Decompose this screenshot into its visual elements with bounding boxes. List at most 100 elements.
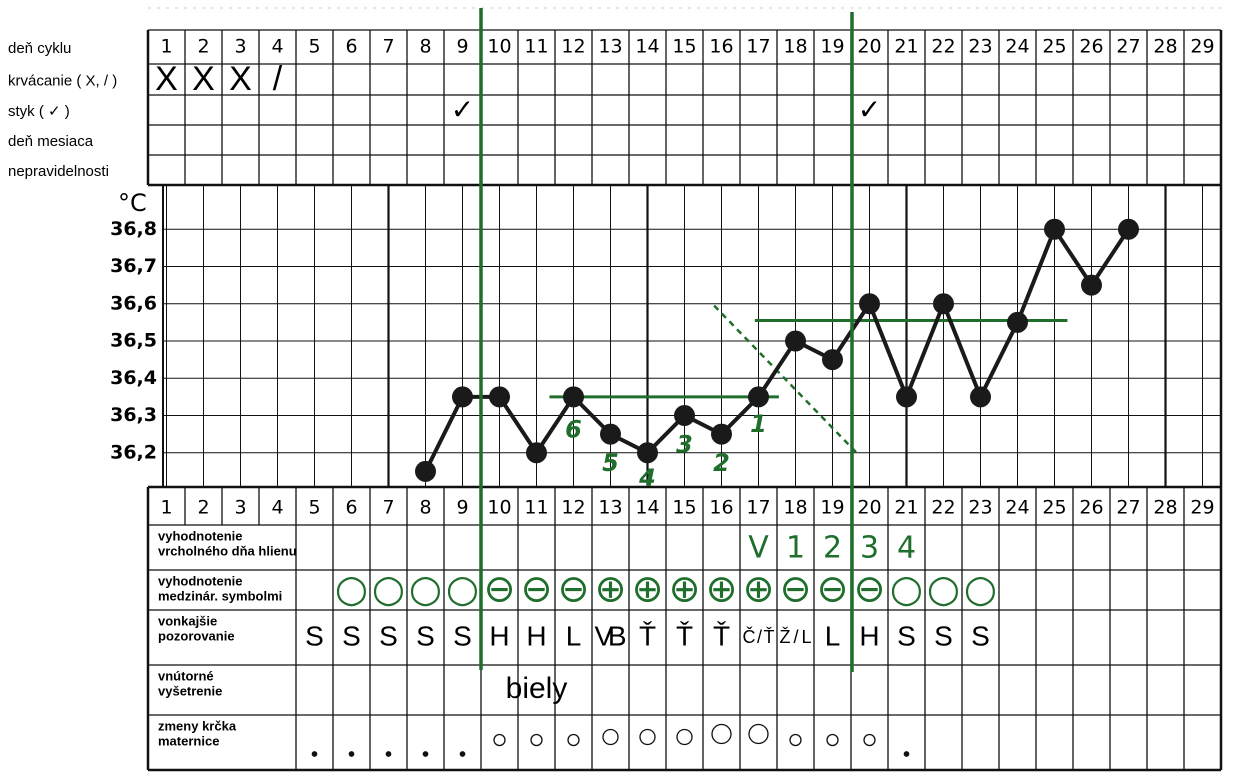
mucus-symbol: ⊖ — [817, 567, 849, 611]
annotation: 2 — [713, 449, 730, 477]
day-number: 11 — [524, 36, 548, 58]
day-number: 2 — [197, 497, 209, 519]
row-label: deň mesiaca — [8, 133, 94, 150]
day-number: 6 — [345, 497, 357, 519]
temperature-point — [1044, 218, 1065, 240]
external-observation: L — [566, 620, 582, 651]
row-label: vyhodnotenie — [158, 573, 243, 588]
day-number: 12 — [561, 497, 585, 519]
row-label: medzinár. symbolmi — [158, 588, 282, 603]
day-number: 28 — [1153, 36, 1177, 58]
y-tick-label: 36,2 — [110, 441, 157, 463]
y-axis-label: °C — [118, 189, 147, 217]
mucus-symbol: ○ — [964, 567, 997, 611]
content: deň cyklu krvácanie ( X, / ) styk ( ✓ ) deň… — [8, 36, 1215, 757]
external-observation: S — [453, 620, 472, 651]
y-tick-label: 36,5 — [110, 330, 157, 352]
temperature-point — [748, 386, 769, 408]
cervix-mark — [348, 751, 355, 757]
day-number: 22 — [931, 36, 955, 58]
mucus-symbol: ○ — [446, 567, 479, 611]
temperature-point — [600, 423, 621, 445]
external-observation: L — [825, 620, 841, 651]
day-number: 4 — [271, 36, 283, 58]
row-label: krvácanie ( X, / ) — [8, 72, 117, 89]
temperature-point — [1081, 274, 1102, 296]
annotation: 6 — [565, 415, 582, 443]
day-number: 5 — [308, 36, 320, 58]
trend-line — [713, 304, 858, 454]
temperature-point — [415, 460, 436, 482]
temperature-point — [674, 405, 695, 426]
day-number: 18 — [783, 36, 807, 58]
day-number: 13 — [598, 497, 622, 519]
day-number: 17 — [746, 497, 770, 519]
external-observation: Ť — [676, 620, 693, 651]
annotation: 5 — [602, 449, 619, 477]
day-number: 2 — [197, 36, 209, 58]
day-number: 14 — [635, 36, 659, 58]
external-observation: S — [897, 620, 916, 651]
cervix-mark — [748, 723, 769, 745]
y-tick-label: 36,7 — [110, 255, 157, 277]
peak-day: 3 — [860, 531, 879, 566]
day-number: 5 — [308, 497, 320, 519]
cervix-mark — [639, 728, 656, 746]
mucus-symbol: ⊕ — [632, 567, 664, 611]
day-number: 23 — [968, 497, 992, 519]
day-number: 1 — [160, 497, 172, 519]
day-number: 18 — [783, 497, 807, 519]
day-number: 24 — [1005, 497, 1029, 519]
external-observation: H — [489, 620, 509, 651]
external-observation: Ť — [713, 620, 730, 651]
bleeding-mark: X — [192, 60, 215, 98]
mucus-symbol: ⊖ — [780, 567, 812, 611]
mucus-symbol: ⊕ — [743, 567, 775, 611]
day-number: 27 — [1116, 36, 1140, 58]
cervix-mark — [567, 733, 580, 747]
day-number: 20 — [857, 497, 881, 519]
day-number: 17 — [746, 36, 770, 58]
day-number: 10 — [487, 497, 511, 519]
cervix-mark — [422, 751, 429, 757]
day-number: 10 — [487, 36, 511, 58]
mucus-symbol: ⊖ — [484, 567, 516, 611]
external-observation: Ž/L — [780, 627, 812, 647]
cervix-mark — [385, 751, 392, 757]
external-observation: S — [379, 620, 398, 651]
day-number: 19 — [820, 36, 844, 58]
mucus-symbol: ○ — [335, 567, 368, 611]
day-number: 9 — [456, 497, 468, 519]
grid — [146, 29, 1223, 772]
day-number: 22 — [931, 497, 955, 519]
temperature-line — [423, 224, 1131, 473]
day-number: 19 — [820, 497, 844, 519]
cervix-mark — [311, 751, 318, 757]
peak-day: 2 — [823, 531, 842, 566]
day-number: 9 — [456, 36, 468, 58]
row-label: vnútorné — [158, 668, 214, 683]
internal-observation: biely — [506, 672, 568, 705]
temperature-point — [452, 386, 473, 408]
external-observation: Ť — [639, 620, 656, 651]
annotation: 3 — [676, 430, 693, 458]
temperature-point — [970, 386, 991, 408]
y-tick-label: 36,8 — [110, 218, 157, 240]
temperature-point — [896, 386, 917, 408]
day-number: 21 — [894, 497, 918, 519]
bleeding-mark: / — [273, 60, 283, 98]
row-label: pozorovanie — [158, 628, 235, 643]
mucus-symbol: ○ — [372, 567, 405, 611]
day-number: 3 — [234, 36, 246, 58]
row-label: vyšetrenie — [158, 683, 222, 698]
bleeding-mark: X — [155, 60, 178, 98]
cervix-mark — [602, 728, 619, 746]
external-observation: H — [526, 620, 546, 651]
day-number: 16 — [709, 36, 733, 58]
day-number: 14 — [635, 497, 659, 519]
day-number: 13 — [598, 36, 622, 58]
peak-day: 4 — [897, 531, 916, 566]
day-number: 29 — [1190, 36, 1214, 58]
cervix-mark — [789, 733, 802, 747]
